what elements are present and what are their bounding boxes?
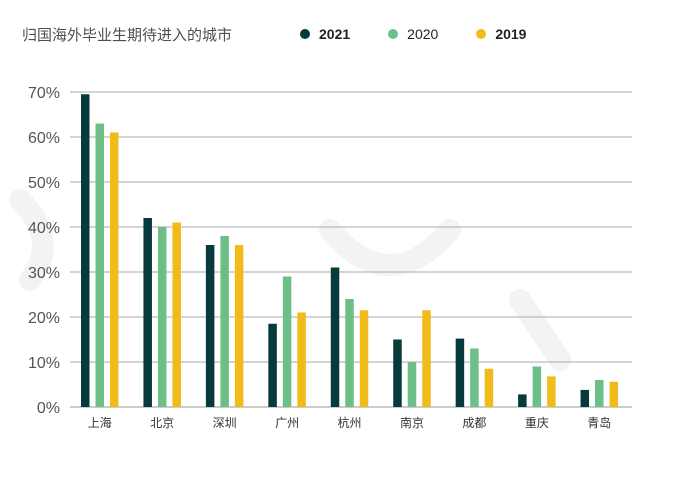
bar-2021-青岛 [580,389,590,407]
ytick-label-60: 60% [28,130,60,147]
ytick-label-50: 50% [28,175,60,192]
watermark-stroke-1 [319,219,461,276]
bar-2021-重庆 [518,394,527,407]
xtick-label-重庆: 重庆 [525,416,549,430]
bar-2019-成都 [484,368,494,407]
bar-2019-上海 [110,132,119,407]
chart-title: 归国海外毕业生期待进入的城市 [22,26,233,44]
xtick-label-杭州: 杭州 [338,415,362,430]
bar-2021-上海 [81,94,90,407]
bar-2021-杭州 [330,267,340,407]
bar-2021-北京 [143,218,152,407]
bar-2021-深圳 [205,245,215,407]
ytick-label-20: 20% [28,310,60,327]
legend-dot-2019 [476,29,487,39]
bar-2019-北京 [172,222,181,407]
legend-label-2019: 2019 [495,26,527,42]
xtick-label-青岛: 青岛 [587,415,611,430]
legend-label-2021: 2021 [319,26,351,42]
xtick-label-深圳: 深圳 [213,416,237,430]
watermark-stroke-2 [509,289,571,371]
bar-2020-青岛 [595,380,604,407]
legend-dot-2021 [300,29,310,39]
ytick-label-0: 0% [37,400,60,417]
legend: 2021 2020 2019 [300,24,564,44]
xtick-label-成都: 成都 [462,416,486,430]
bars-layer [81,94,619,407]
bar-2019-杭州 [359,310,369,407]
legend-item-2020: 2020 [388,26,438,42]
bar-2019-南京 [422,310,431,407]
legend-label-2020: 2020 [407,26,439,42]
xtick-label-南京: 南京 [400,415,424,430]
bar-2020-重庆 [532,366,542,407]
bar-2020-上海 [95,123,104,407]
bar-2020-深圳 [220,236,229,407]
bar-2020-南京 [407,362,417,407]
bar-2020-北京 [157,227,167,407]
bar-2019-重庆 [547,376,556,407]
bar-2020-成都 [470,348,479,407]
bar-2021-广州 [268,323,277,407]
bar-2020-杭州 [345,299,354,407]
legend-dot-2020 [388,29,399,39]
xtick-label-北京: 北京 [150,416,174,430]
bar-2019-青岛 [609,381,619,407]
ytick-label-40: 40% [28,220,60,237]
ytick-label-10: 10% [28,355,60,372]
legend-item-2019: 2019 [476,26,526,42]
bar-2021-成都 [455,338,465,407]
watermark [9,189,571,371]
bar-2020-广州 [282,276,292,407]
labels-layer: 0% 10% 20% 30% 40% 50% 60% 70% 上海 北京 深圳 广州 杭州 南京 成都 重庆 青… [28,85,611,430]
bar-2019-深圳 [234,245,244,407]
watermark-stroke-3 [9,189,54,291]
bar-2019-广州 [297,312,306,407]
xtick-label-广州: 广州 [275,416,299,430]
xtick-label-上海: 上海 [88,415,112,430]
ytick-label-30: 30% [28,265,60,282]
ytick-label-70: 70% [28,85,60,102]
bar-2021-南京 [393,339,402,407]
legend-item-2021: 2021 [300,26,350,42]
